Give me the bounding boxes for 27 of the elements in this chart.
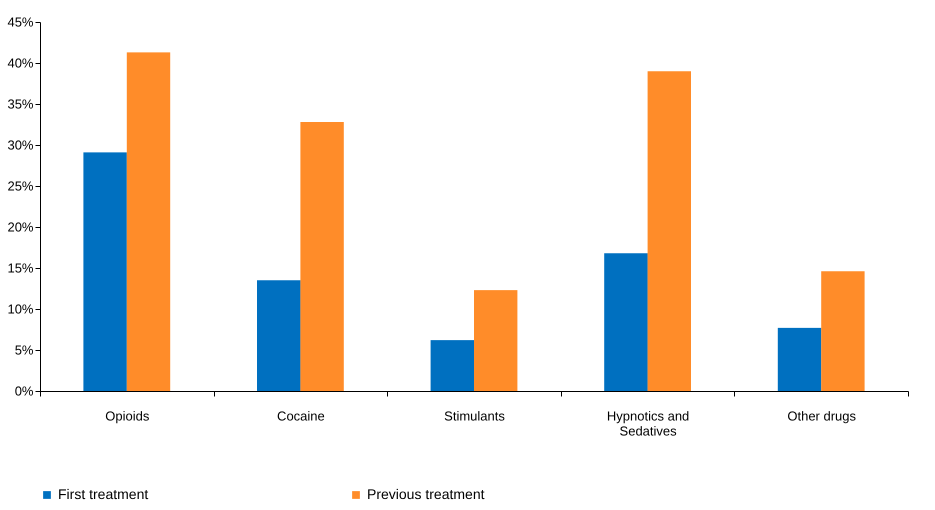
bar bbox=[474, 290, 518, 391]
x-tick-label: Other drugs bbox=[787, 408, 857, 424]
y-tick-label: 5% bbox=[14, 342, 34, 358]
y-tick-label: 45% bbox=[7, 14, 34, 30]
y-tick-label: 30% bbox=[7, 138, 34, 152]
bar bbox=[300, 122, 344, 391]
x-tick-label: Hypnotics and Sedatives bbox=[606, 408, 690, 438]
y-tick-label: 10% bbox=[7, 302, 34, 316]
y-tick-label: 15% bbox=[7, 260, 34, 276]
bar bbox=[430, 340, 474, 391]
bar bbox=[604, 253, 648, 391]
bar bbox=[648, 71, 691, 391]
bar bbox=[83, 152, 127, 391]
x-tick-label: Opioids bbox=[105, 408, 150, 424]
y-tick-label: 20% bbox=[7, 220, 34, 234]
bar bbox=[821, 271, 865, 391]
legend-label: First treatment bbox=[58, 486, 148, 502]
x-tick-label: Stimulants bbox=[444, 408, 506, 424]
y-tick-label: 40% bbox=[7, 56, 34, 70]
y-tick-label: 35% bbox=[7, 96, 34, 112]
y-tick-label: 25% bbox=[7, 178, 34, 194]
bar bbox=[126, 52, 170, 391]
x-tick-label: Cocaine bbox=[277, 408, 325, 424]
legend-label: Previous treatment bbox=[367, 486, 485, 502]
y-tick-label: 0% bbox=[14, 384, 34, 398]
bar bbox=[778, 328, 822, 391]
bar bbox=[257, 280, 300, 391]
